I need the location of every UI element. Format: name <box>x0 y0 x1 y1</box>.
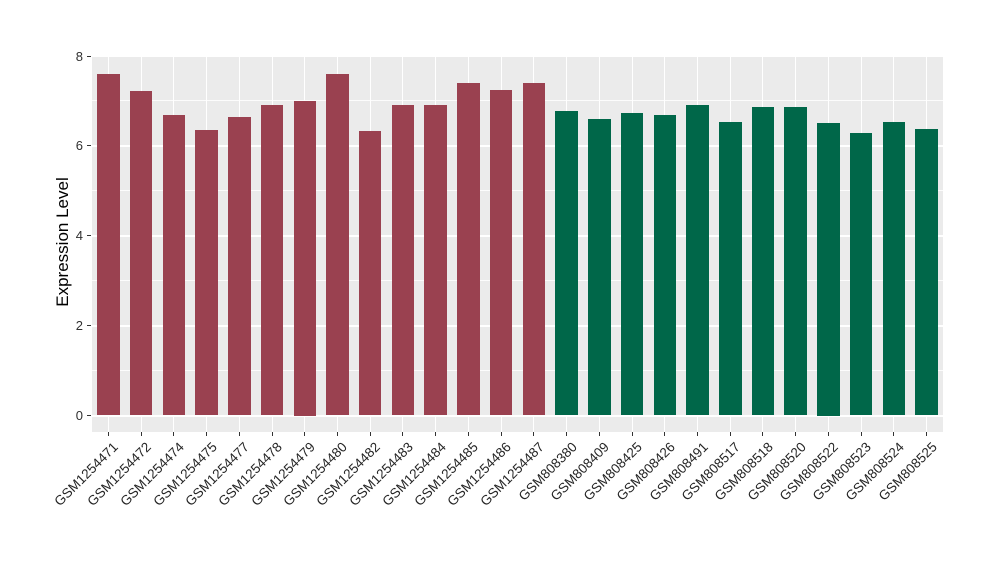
bar <box>784 106 807 416</box>
x-tick-mark <box>860 432 862 436</box>
x-tick-mark <box>271 432 273 436</box>
x-tick-mark <box>697 432 699 436</box>
x-tick-mark <box>369 432 371 436</box>
bar <box>849 133 873 416</box>
x-tick-mark <box>762 432 764 436</box>
x-tick-mark <box>664 432 666 436</box>
bar <box>97 73 120 416</box>
y-tick-label: 8 <box>75 48 83 64</box>
x-tick-mark <box>304 432 306 436</box>
y-tick-mark <box>87 235 91 237</box>
x-tick-mark <box>238 432 240 436</box>
bar <box>817 123 840 416</box>
x-tick-mark <box>173 432 175 436</box>
y-tick-mark <box>87 55 91 57</box>
plot-panel <box>92 56 943 432</box>
gridline-minor <box>92 190 943 192</box>
bar <box>915 128 938 416</box>
bar <box>195 129 218 416</box>
x-tick-mark <box>402 432 404 436</box>
x-tick-mark <box>893 432 895 436</box>
x-tick-mark <box>598 432 600 436</box>
x-tick-mark <box>533 432 535 436</box>
y-tick-label: 6 <box>75 138 83 154</box>
bar <box>358 131 382 416</box>
x-tick-mark <box>795 432 797 436</box>
bar <box>882 122 906 416</box>
bar <box>424 104 447 416</box>
x-tick-mark <box>500 432 502 436</box>
bar <box>457 82 480 416</box>
gridline-major <box>92 144 943 147</box>
gridline-minor <box>92 370 943 372</box>
y-tick-mark <box>87 145 91 147</box>
x-tick-mark <box>926 432 928 436</box>
x-tick-mark <box>729 432 731 436</box>
x-tick-mark <box>827 432 829 436</box>
y-tick-label: 0 <box>75 408 83 423</box>
y-tick-label: 4 <box>75 228 83 244</box>
x-tick-mark <box>206 432 208 436</box>
bar <box>588 118 611 416</box>
x-tick-mark <box>140 432 142 436</box>
bar <box>326 74 349 416</box>
bar <box>260 105 284 416</box>
gridline-major <box>92 234 943 237</box>
bar <box>489 90 513 416</box>
x-tick-mark <box>336 432 338 436</box>
x-tick-mark <box>631 432 633 436</box>
gridline-major <box>92 56 943 57</box>
x-tick-mark <box>467 432 469 436</box>
gridline-minor <box>92 100 943 102</box>
bar <box>719 121 742 416</box>
gridline-major <box>92 414 943 417</box>
bar <box>162 114 186 416</box>
bar <box>653 115 677 416</box>
bar <box>751 107 775 416</box>
bar <box>129 91 153 416</box>
bar <box>522 83 546 416</box>
y-tick-mark <box>87 325 91 327</box>
y-tick-label: 2 <box>75 318 83 334</box>
bar <box>228 116 251 416</box>
x-tick-mark <box>435 432 437 436</box>
x-tick-mark <box>566 432 568 436</box>
bar <box>686 104 709 416</box>
x-tick-mark <box>107 432 109 436</box>
gridline-minor <box>92 280 943 282</box>
y-tick-mark <box>87 415 91 416</box>
gridline-major <box>92 324 943 327</box>
bar <box>391 104 415 416</box>
bar <box>555 110 578 416</box>
bar <box>293 100 316 416</box>
bar <box>620 113 644 416</box>
